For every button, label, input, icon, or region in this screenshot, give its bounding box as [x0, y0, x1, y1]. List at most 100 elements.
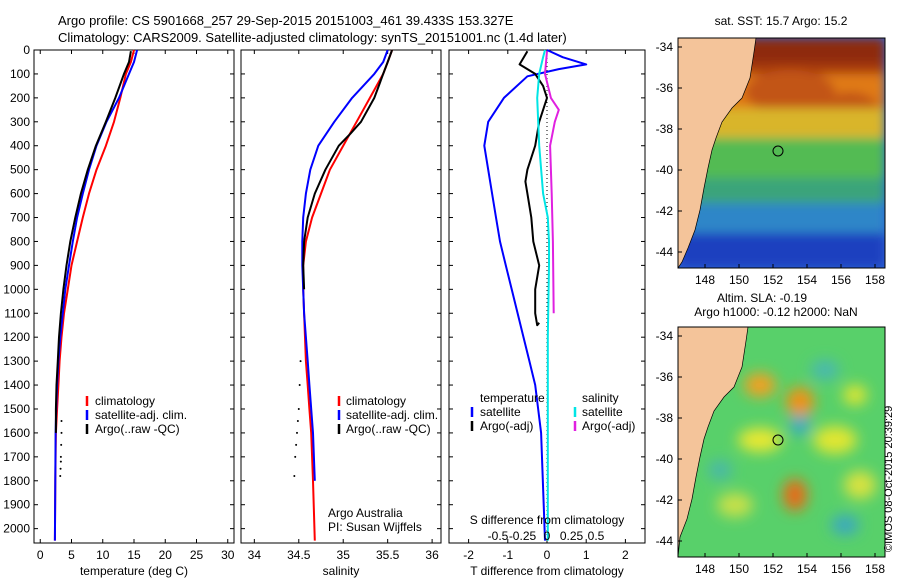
x-tick-label: 35.5 [376, 548, 400, 562]
data-point [293, 474, 296, 477]
argo-location-marker [772, 145, 784, 157]
lat-tick-label: -38 [656, 411, 674, 425]
temperature-x-label: temperature (deg C) [80, 564, 188, 578]
series-line-t-satellite [483, 49, 588, 541]
data-point [296, 431, 298, 434]
data-point [294, 455, 297, 458]
t-difference-label: T difference from climatology [470, 564, 624, 578]
figure-title-line2: Climatology: CARS2009. Satellite-adjuste… [58, 30, 567, 45]
lat-tick-label: -44 [656, 534, 674, 548]
depth-tick-label: 200 [10, 91, 30, 105]
legend-climatology-label: climatology [95, 394, 155, 408]
sst-map: sat. SST: 15.7 Argo: 15.2 -34 -36 -38 -40 -4… [656, 14, 886, 287]
x-tick-label: 2 [622, 548, 629, 562]
lon-tick-label: 150 [729, 562, 749, 576]
x-tick-label: 35 [337, 548, 351, 562]
salinity-legend: climatology satellite-adj. clim. Argo(..… [337, 394, 438, 436]
lon-tick-label: 148 [695, 273, 715, 287]
salinity-annotation-pi: PI: Susan Wijffels [328, 520, 422, 534]
x-tick-label: 25 [190, 548, 204, 562]
depth-tick-label: 2000 [3, 522, 30, 536]
depth-tick-label: 1900 [3, 498, 30, 512]
difference-depth-ticks [449, 49, 645, 530]
lon-tick-label: 152 [763, 273, 783, 287]
x-tick-label: 30 [221, 548, 235, 562]
lat-tick-label: -36 [656, 81, 674, 95]
series-line-t-argo-adj- [518, 50, 548, 327]
x-tick-label: 0 [37, 548, 44, 562]
depth-tick-label: 1100 [4, 306, 30, 320]
s-tick-label: 0.25 [560, 529, 584, 543]
imos-credit: ©IMOS 08-Oct-2015 20:39:29 [883, 406, 895, 552]
data-point [60, 419, 63, 422]
depth-tick-label: 400 [10, 139, 30, 153]
temperature-panel: 0100200300400500600700800900100011001200… [3, 43, 234, 578]
sla-map-frame [677, 326, 886, 558]
depth-tick-label: 1800 [3, 474, 30, 488]
x-tick-label: -1 [502, 548, 513, 562]
s-tick-label: 0 [544, 529, 551, 543]
depth-tick-label: 1300 [3, 354, 30, 368]
series-line-satellite-adj-clim- [301, 49, 389, 481]
sla-map: Altim. SLA: -0.19 Argo h1000: -0.12 h200… [656, 291, 886, 576]
lat-tick-label: -42 [656, 204, 674, 218]
temperature-depth-ticks: 0 100 200 300 400 500 600 700 800 900 1000 1100 1200… [3, 43, 234, 536]
sst-map-title: sat. SST: 15.7 Argo: 15.2 [715, 14, 848, 28]
lon-tick-label: 148 [695, 562, 715, 576]
data-point [59, 460, 62, 463]
data-point [59, 474, 62, 477]
data-point [295, 443, 298, 446]
depth-tick-label: 1000 [3, 282, 30, 296]
s-tick-label: -0.5 [488, 529, 509, 543]
x-tick-label: 0 [544, 548, 551, 562]
lon-tick-label: 154 [797, 562, 817, 576]
temperature-legend: climatology satellite-adj. clim. Argo(..… [85, 394, 187, 436]
sla-map-title-1: Altim. SLA: -0.19 [717, 291, 807, 305]
x-tick-label: 15 [127, 548, 141, 562]
difference-legend: temperature salinity satellite Argo(-adj… [470, 391, 635, 433]
lon-tick-label: 158 [865, 273, 885, 287]
depth-tick-label: 1600 [3, 426, 30, 440]
legend-climatology-label: climatology [346, 394, 406, 408]
data-point [299, 360, 302, 363]
s-tick-label: 0.5 [588, 529, 605, 543]
lat-tick-label: -44 [656, 245, 674, 259]
salinity-depth-ticks [241, 49, 441, 530]
lon-tick-label: 156 [831, 273, 851, 287]
salinity-annotation-org: Argo Australia [328, 506, 403, 520]
difference-x-ticks: -2 -1 0 1 2 [463, 50, 629, 562]
x-tick-label: 34.5 [287, 548, 311, 562]
lat-tick-label: -40 [656, 452, 674, 466]
depth-tick-label: 0 [23, 43, 30, 57]
lon-tick-label: 154 [797, 273, 817, 287]
data-point [297, 407, 300, 410]
x-tick-label: 20 [159, 548, 173, 562]
data-point [298, 384, 301, 387]
depth-tick-label: 1500 [3, 402, 30, 416]
depth-tick-label: 600 [10, 187, 30, 201]
depth-tick-label: 300 [10, 115, 30, 129]
s-tick-label: -0.25 [509, 529, 537, 543]
lat-tick-label: -36 [656, 370, 674, 384]
temperature-x-ticks: 0 5 10 15 20 25 30 [37, 50, 235, 562]
lon-tick-label: 152 [763, 562, 783, 576]
depth-tick-label: 1700 [3, 450, 30, 464]
lat-tick-label: -34 [656, 329, 674, 343]
data-point [60, 431, 63, 434]
difference-curves [483, 49, 588, 541]
series-line-s-argo-adj- [544, 51, 560, 314]
sla-map-title-2: Argo h1000: -0.12 h2000: NaN [694, 305, 857, 319]
depth-tick-label: 100 [10, 67, 30, 81]
lon-tick-label: 158 [865, 562, 885, 576]
legend-argo-label: Argo(..raw -QC) [95, 422, 180, 436]
data-point [59, 467, 62, 470]
x-tick-label: 10 [96, 548, 110, 562]
salinity-curves [293, 49, 394, 541]
x-tick-label: 5 [68, 548, 75, 562]
legend-t-satellite-label: satellite [480, 405, 521, 419]
s-difference-label: S difference from climatology [470, 513, 625, 527]
series-line-s-satellite [536, 49, 550, 541]
salinity-panel: 34 34.5 35 35.5 36 climatology satellite-adj… [240, 49, 442, 578]
australia-coast-sst [678, 38, 757, 268]
depth-tick-label: 1400 [3, 378, 30, 392]
